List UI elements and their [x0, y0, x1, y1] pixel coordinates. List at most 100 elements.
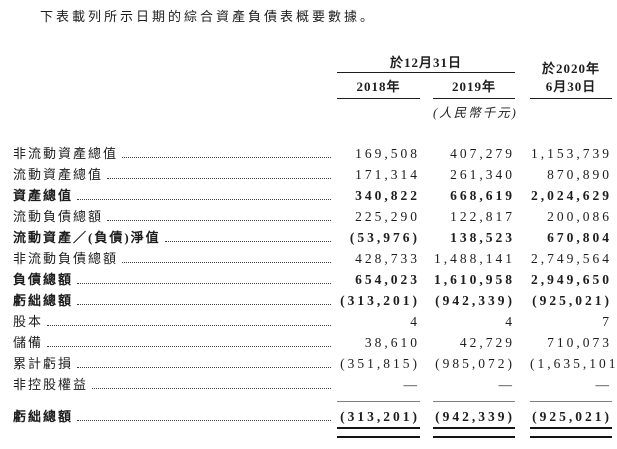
row-label-wrap: 股本 — [13, 311, 337, 330]
dot-leader — [77, 283, 331, 284]
row-label: 負債總額 — [13, 272, 74, 287]
table-row-total: 虧絀總額 (313,201) (942,339) (925,021) — [13, 288, 612, 309]
value-2018: 38,610 — [364, 335, 420, 350]
table-row: 非控股權益 — — — — [13, 372, 612, 393]
row-label: 流動資產總值 — [13, 167, 104, 182]
rule-spacer — [13, 427, 337, 438]
dot-leader — [107, 220, 331, 221]
table-row: 儲備 38,610 42,729 710,073 — [13, 330, 612, 351]
row-label: 非流動資產總值 — [13, 146, 119, 161]
rule-segment — [530, 401, 612, 402]
row-label: 資產總值 — [13, 188, 74, 203]
table-row-total: 流動資產／(負債)淨值 (53,976) 138,523 670,804 — [13, 225, 612, 246]
value-2019: 668,619 — [450, 188, 515, 203]
value-2019: 261,340 — [450, 167, 515, 182]
column-header-2018: 2018年 — [337, 76, 420, 99]
value-2020: 710,073 — [547, 335, 612, 350]
row-label-wrap: 虧絀總額 — [13, 406, 337, 425]
row-label: 虧絀總額 — [13, 293, 74, 308]
dot-leader — [77, 420, 331, 421]
header-row-group: 於12月31日 於2020年 — [13, 52, 612, 76]
table-row: 非流動負債總額 428,733 1,488,141 2,749,564 — [13, 246, 612, 267]
value-2018: — — [403, 377, 420, 392]
table-row-grand-total: 虧絀總額 (313,201) (942,339) (925,021) — [13, 403, 612, 425]
row-label-wrap: 非控股權益 — [13, 374, 337, 393]
subtotal-rule — [13, 401, 612, 403]
column-group-header: 於12月31日 — [337, 52, 515, 73]
row-label-wrap: 負債總額 — [13, 269, 337, 288]
row-label-wrap: 儲備 — [13, 332, 337, 351]
currency-unit-note: (人民幣千元) — [433, 106, 518, 120]
table-row-total: 資產總值 340,822 668,619 2,024,629 — [13, 183, 612, 204]
column-header-2020-line2: 6月30日 — [530, 76, 612, 99]
column-header-2019: 2019年 — [433, 76, 515, 99]
value-2020: 7 — [602, 314, 612, 329]
value-2018: 654,023 — [355, 272, 420, 287]
rule-spacer — [13, 401, 337, 403]
value-2019: 122,817 — [450, 209, 515, 224]
value-2019: (985,072) — [435, 356, 515, 371]
table-row: 流動資產總值 171,314 261,340 870,890 — [13, 162, 612, 183]
row-label-wrap: 虧絀總額 — [13, 290, 337, 309]
value-2019: 4 — [505, 314, 515, 329]
value-2019: 138,523 — [450, 230, 515, 245]
dot-leader — [92, 388, 331, 389]
row-label: 流動負債總額 — [13, 209, 104, 224]
value-2020: 670,804 — [547, 230, 612, 245]
table-row-total: 負債總額 654,023 1,610,958 2,949,650 — [13, 267, 612, 288]
row-label-wrap: 累計虧損 — [13, 353, 337, 372]
value-2020: 870,890 — [547, 167, 612, 182]
table-body: 非流動資產總值 169,508 407,279 1,153,739 流動資產總值… — [13, 141, 617, 438]
row-label: 虧絀總額 — [13, 409, 74, 424]
intro-paragraph: 下表載列所示日期的綜合資產負債表概要數據。 — [40, 9, 377, 24]
dot-leader — [107, 178, 331, 179]
row-label: 非流動負債總額 — [13, 251, 119, 266]
row-label: 儲備 — [13, 335, 44, 350]
row-label-wrap: 資產總值 — [13, 185, 337, 204]
header-row-columns: 2018年 2019年 6月30日 — [13, 73, 612, 99]
value-2019: 1,488,141 — [434, 251, 515, 266]
row-label: 流動資產／(負債)淨值 — [13, 230, 161, 245]
table-row: 非流動資產總值 169,508 407,279 1,153,739 — [13, 141, 612, 162]
row-label-wrap: 流動負債總額 — [13, 206, 337, 225]
value-2020: 1,153,739 — [531, 146, 612, 161]
row-label-wrap: 流動資產／(負債)淨值 — [13, 227, 337, 246]
value-2019: 42,729 — [459, 335, 515, 350]
row-label: 累計虧損 — [13, 356, 74, 371]
table-row: 累計虧損 (351,815) (985,072) (1,635,101) — [13, 351, 617, 372]
dot-leader — [122, 157, 331, 158]
value-2019: 1,610,958 — [434, 272, 515, 287]
double-rule-segment — [337, 427, 420, 438]
row-label: 非控股權益 — [13, 377, 89, 392]
value-2018: (313,201) — [340, 293, 420, 308]
row-label-wrap: 非流動資產總值 — [13, 143, 337, 162]
dot-leader — [77, 367, 331, 368]
dot-leader — [77, 199, 331, 200]
balance-sheet-table: 於12月31日 於2020年 2018年 2019年 6月30日 (人民幣千元)… — [13, 52, 617, 438]
value-2018: 4 — [410, 314, 420, 329]
value-2020: 2,749,564 — [531, 251, 612, 266]
rule-segment — [337, 401, 420, 402]
value-2019: (942,339) — [435, 293, 515, 308]
value-2020: 2,949,650 — [531, 272, 612, 287]
rule-segment — [433, 401, 515, 402]
value-2019: (942,339) — [435, 409, 515, 424]
dot-leader — [47, 325, 331, 326]
dot-leader — [47, 346, 331, 347]
value-2020: 200,086 — [547, 209, 612, 224]
value-2020: (925,021) — [532, 293, 612, 308]
value-2018: (53,976) — [349, 230, 420, 245]
header-row-unit: (人民幣千元) — [13, 99, 612, 121]
dot-leader — [164, 241, 331, 242]
value-2020: 2,024,629 — [531, 188, 612, 203]
value-2018: 171,314 — [355, 167, 420, 182]
row-label: 股本 — [13, 314, 44, 329]
table-row: 股本 4 4 7 — [13, 309, 612, 330]
value-2018: 225,290 — [355, 209, 420, 224]
value-2018: 428,733 — [355, 251, 420, 266]
value-2019: — — [498, 377, 515, 392]
dot-leader — [77, 304, 331, 305]
double-rule-segment — [433, 427, 515, 438]
value-2018: 169,508 — [355, 146, 420, 161]
